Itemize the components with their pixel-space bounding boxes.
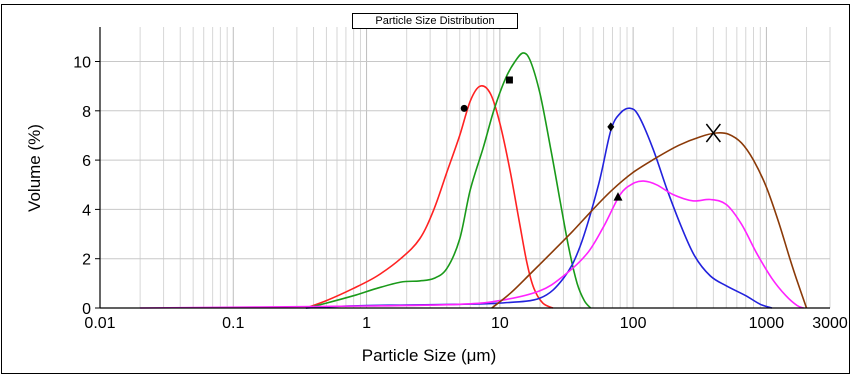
x-tick-label: 100 (620, 315, 647, 332)
x-tick-label: 0.1 (222, 315, 244, 332)
chart-frame (1, 4, 850, 374)
x-tick-label: 0.01 (84, 315, 115, 332)
plot-grid (99, 27, 831, 308)
y-tick-label: 10 (73, 55, 91, 72)
series-line-3 (305, 107, 773, 309)
series-marker-3 (607, 122, 615, 132)
series-line-4 (140, 180, 804, 309)
y-tick-label: 2 (82, 252, 91, 269)
y-axis-label: Volume (%) (25, 124, 44, 212)
x-tick-label: 1 (362, 315, 371, 332)
series-line-2 (305, 52, 592, 309)
series-marker-5 (705, 123, 721, 143)
series-layer (140, 52, 808, 309)
series-line-5 (491, 131, 808, 309)
series-marker-1 (460, 104, 468, 112)
y-tick-label: 6 (82, 153, 91, 170)
y-tick-label: 8 (82, 104, 91, 121)
x-tick-label: 3000 (812, 315, 848, 332)
y-tick-label: 4 (82, 202, 91, 219)
series-line-1 (305, 85, 554, 309)
marker-layer (460, 76, 721, 201)
x-axis-label: Particle Size (μm) (362, 346, 496, 365)
plot-axes (95, 27, 830, 309)
chart-title-box: Particle Size Distribution (352, 13, 518, 29)
x-tick-label: 10 (491, 315, 509, 332)
chart-title: Particle Size Distribution (375, 15, 495, 27)
tick-labels: 0 2 4 6 8 10 0.01 0.1 1 10 100 1000 3000 (73, 55, 848, 332)
series-marker-2 (505, 76, 513, 84)
x-tick-label: 1000 (749, 315, 785, 332)
y-tick-label: 0 (82, 301, 91, 318)
series-marker-4 (613, 192, 623, 201)
